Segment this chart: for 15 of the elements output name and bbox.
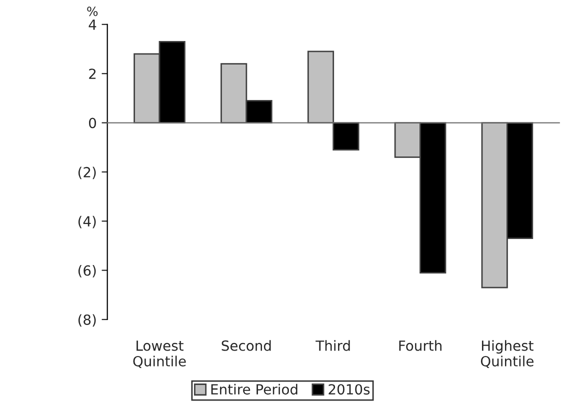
y-axis-title: % [87, 6, 98, 16]
y-tick-label: (6) [78, 265, 96, 278]
x-tick-label: Fourth [399, 340, 442, 351]
x-tick-label: Lowest Quintile [133, 340, 186, 368]
y-tick-label: (2) [78, 166, 96, 180]
x-tick-label: Third [316, 340, 350, 351]
y-tick-label: 4 [88, 20, 96, 30]
y-tick-label: (8) [78, 314, 96, 327]
x-tick-label: Second [222, 340, 271, 351]
y-tick-label: 2 [89, 68, 96, 79]
y-tick-label: 0 [89, 118, 96, 128]
legend-label: Entire Period [211, 384, 298, 395]
x-tick-label: Highest Quintile [480, 340, 534, 368]
legend-label: 2010s [328, 384, 370, 395]
y-tick-label: (4) [78, 216, 96, 228]
